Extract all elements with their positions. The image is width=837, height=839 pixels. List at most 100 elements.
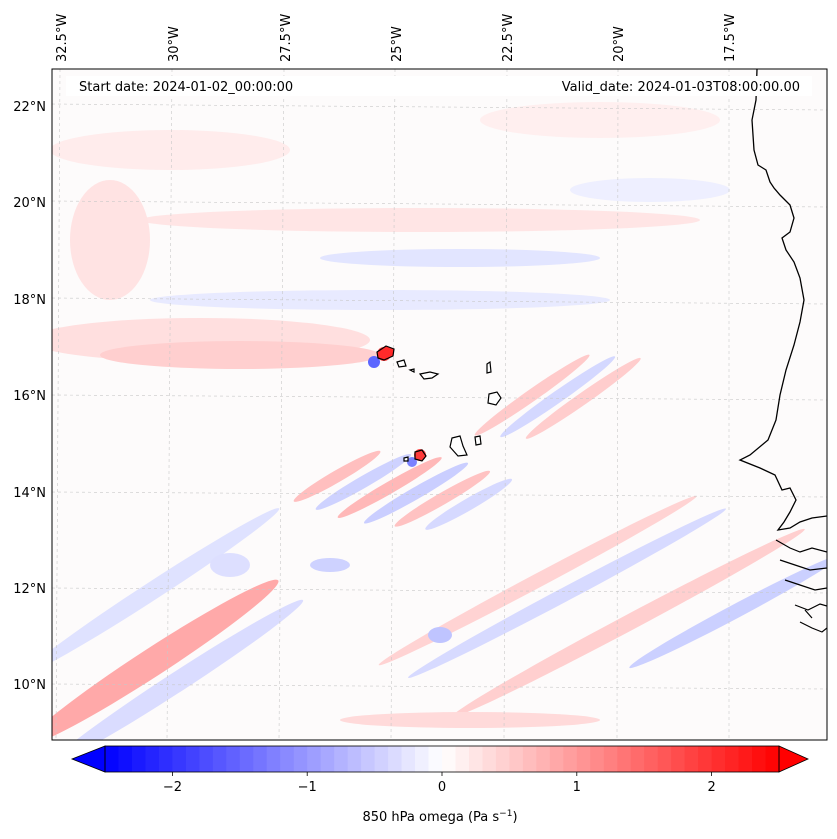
lon-label: 25°W (390, 26, 405, 62)
omega-negative-band (315, 453, 412, 510)
start-date-label: Start date: 2024-01-02_00:00:00 (79, 80, 293, 95)
colorbar-segment (657, 746, 672, 772)
lat-label: 10°N (13, 678, 46, 693)
colorbar: −2 −1 0 1 2 850 hPa omega (Pa s−1) (70, 745, 809, 825)
island-santo-antao (376, 345, 395, 361)
island-sal (486, 360, 492, 374)
omega-positive-band (394, 470, 491, 527)
colorbar-segment (415, 746, 430, 772)
omega-positive-band (52, 579, 279, 740)
colorbar-segment (293, 746, 308, 772)
island-santa-luzia (408, 368, 415, 373)
longitude-labels: 32.5°W 30°W 27.5°W 25°W 22.5°W 20°W 17.5… (55, 14, 738, 62)
colorbar-segment (590, 746, 605, 772)
colorbar-segment (738, 746, 753, 772)
omega-negative-band (310, 558, 350, 572)
colorbar-label: 850 hPa omega (Pa s−1) (362, 809, 517, 825)
omega-negative-band (629, 554, 827, 669)
colorbar-segment (334, 746, 349, 772)
colorbar-tick-label: 2 (707, 780, 715, 795)
colorbar-segment (630, 746, 645, 772)
lon-label: 27.5°W (279, 14, 294, 62)
omega-negative-min (407, 457, 417, 467)
colorbar-segment (158, 746, 173, 772)
colorbar-segment (698, 746, 713, 772)
lat-label: 16°N (13, 389, 46, 404)
colorbar-segment (442, 746, 457, 772)
omega-negative-band (52, 508, 280, 673)
cape-verde-islands (376, 345, 502, 462)
island-sao-nicolau (418, 371, 440, 380)
lon-label: 20°W (612, 26, 627, 62)
colorbar-tick-label: −2 (163, 780, 182, 795)
africa-coastline (775, 539, 827, 633)
omega-negative-band (52, 599, 304, 740)
colorbar-segment (536, 746, 551, 772)
omega-positive-band (474, 354, 590, 436)
island-fogo (414, 449, 427, 462)
colorbar-segment (266, 746, 281, 772)
colorbar-segment (401, 746, 416, 772)
omega-negative-band (363, 462, 469, 524)
omega-negative-band (425, 478, 513, 530)
latitude-labels: 22°N 20°N 18°N 16°N 14°N 12°N 10°N (13, 100, 46, 693)
omega-negative-band (500, 356, 616, 438)
omega-positive-band (140, 208, 700, 232)
omega-positive-band (451, 528, 805, 718)
lon-label: 32.5°W (55, 14, 70, 62)
island-brava (403, 456, 409, 462)
omega-positive-band (337, 457, 442, 518)
colorbar-segment (495, 746, 510, 772)
africa-coastline (738, 69, 827, 531)
omega-positive-band (340, 712, 600, 728)
omega-positive-band (100, 341, 380, 369)
colorbar-segments (105, 746, 780, 772)
lat-label: 12°N (13, 582, 46, 597)
colorbar-segment (671, 746, 686, 772)
omega-negative-band (428, 627, 452, 643)
colorbar-segment (105, 746, 120, 772)
lon-label: 17.5°W (723, 14, 738, 62)
colorbar-segment (118, 746, 133, 772)
colorbar-segment (185, 746, 200, 772)
omega-positive-band (52, 130, 290, 170)
colorbar-segment (145, 746, 160, 772)
omega-negative-band (570, 178, 730, 202)
colorbar-segment (280, 746, 295, 772)
omega-negative-band (150, 290, 610, 310)
colorbar-segment (428, 746, 443, 772)
colorbar-segment (711, 746, 726, 772)
header-box (66, 76, 812, 96)
colorbar-segment (603, 746, 618, 772)
valid-date-label: Valid_date: 2024-01-03T08:00:00.00 (562, 80, 800, 95)
colorbar-segment (617, 746, 632, 772)
omega-negative-band (320, 249, 600, 267)
omega-negative-band (408, 508, 727, 678)
colorbar-tick-label: 1 (573, 780, 581, 795)
island-maio (474, 435, 482, 446)
gridlines (52, 69, 827, 740)
colorbar-segment (752, 746, 767, 772)
colorbar-segment (482, 746, 497, 772)
colorbar-segment (725, 746, 740, 772)
omega-positive-band (70, 180, 150, 300)
island-sao-vicente (396, 359, 407, 368)
colorbar-segment (388, 746, 403, 772)
colorbar-segment (374, 746, 389, 772)
colorbar-segment (468, 746, 484, 772)
omega-positive-band (525, 357, 641, 439)
lat-label: 22°N (13, 100, 46, 115)
colorbar-segment (576, 746, 591, 772)
colorbar-ticks: −2 −1 0 1 2 (163, 772, 716, 795)
colorbar-segment (644, 746, 659, 772)
lat-label: 14°N (13, 486, 46, 501)
omega-positive-band (293, 450, 381, 502)
colorbar-segment (765, 746, 780, 772)
lat-label: 18°N (13, 293, 46, 308)
omega-negative-band (210, 553, 250, 577)
colorbar-segment (199, 746, 214, 772)
colorbar-segment (307, 746, 322, 772)
omega-negative-min (368, 356, 380, 368)
colorbar-segment (549, 746, 564, 772)
colorbar-tick-label: 0 (438, 780, 446, 795)
